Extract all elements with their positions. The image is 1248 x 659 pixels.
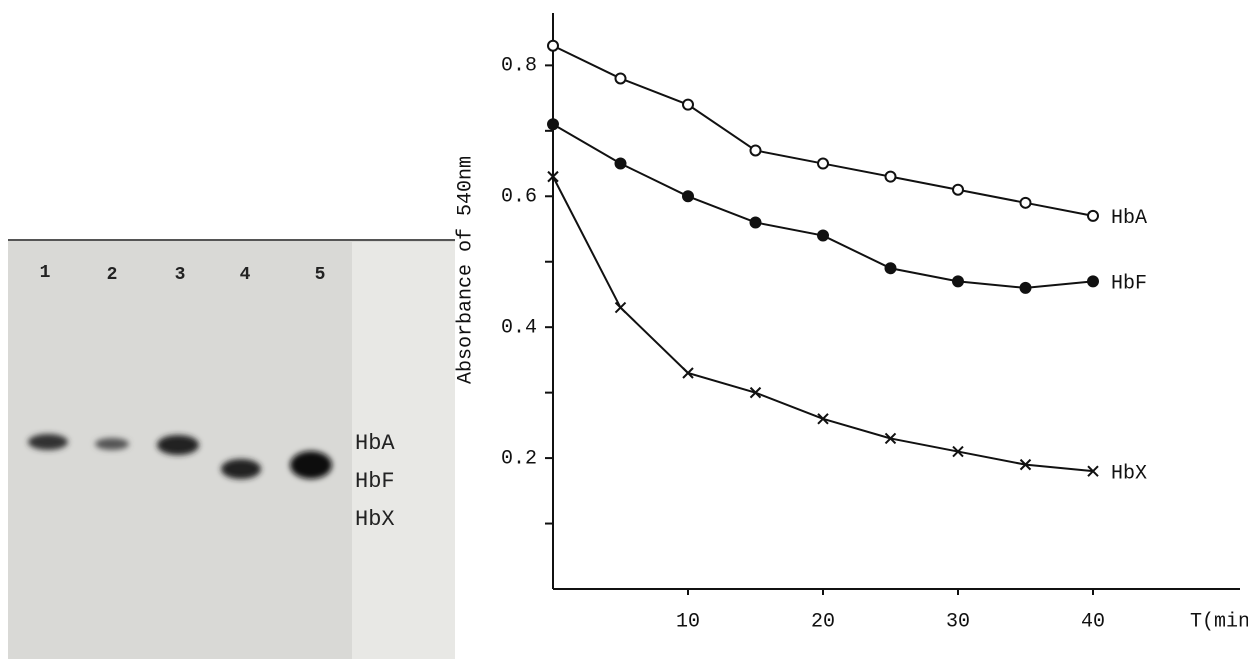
data-point [682, 190, 694, 203]
y-tick-label: 0.6 [501, 186, 537, 209]
data-point [817, 413, 829, 425]
data-point [884, 262, 897, 275]
lane-label: 2 [107, 265, 118, 285]
gel-band-spot [95, 438, 129, 450]
data-point [614, 301, 627, 314]
data-point [884, 170, 897, 183]
series-line [552, 44, 1094, 217]
data-point [547, 39, 559, 52]
data-point [952, 445, 964, 458]
data-point [952, 275, 964, 288]
x-tick-label: 10 [676, 610, 700, 633]
lane-label: 1 [40, 263, 51, 283]
data-point [749, 216, 762, 229]
data-point [682, 367, 694, 379]
gel-margin [352, 242, 455, 659]
data-point [1087, 465, 1099, 477]
data-point [1019, 281, 1032, 294]
data-point [817, 157, 829, 170]
band-label: HbA [355, 431, 395, 456]
series-label: HbX [1111, 462, 1147, 485]
y-tick-label: 0.2 [501, 447, 537, 470]
series-line [552, 176, 1094, 473]
data-point [614, 157, 627, 170]
series-label: HbF [1111, 273, 1147, 296]
gel-band-spot [157, 435, 199, 455]
x-tick-label: 40 [1081, 610, 1105, 633]
data-point [1087, 209, 1099, 222]
data-point [884, 432, 897, 445]
series-line [552, 123, 1094, 289]
y-tick-label: 0.8 [501, 55, 537, 78]
data-point [952, 183, 964, 196]
data-point [547, 118, 559, 131]
band-label: HbX [355, 507, 395, 532]
lane-label: 5 [315, 265, 326, 285]
data-point [1087, 275, 1099, 288]
gel-band-spot [290, 451, 332, 479]
data-point [1019, 196, 1032, 209]
data-point [614, 72, 627, 85]
gel-panel: 1 2 3 4 5 HbA HbF HbX [8, 239, 455, 659]
line-chart: Absorbance of 540nm 0.2 0.4 0.6 0.8 10 20 30 40… [454, 13, 1248, 633]
data-point [547, 170, 559, 183]
y-axis-label: Absorbance of 540nm [454, 156, 477, 384]
data-point [1019, 458, 1032, 471]
data-point [817, 229, 829, 242]
x-axis-label: T(min) [1190, 610, 1248, 633]
lane-label: 4 [240, 265, 251, 285]
lane-label: 3 [175, 265, 186, 285]
x-tick-label: 20 [811, 610, 835, 633]
series-label: HbA [1111, 207, 1147, 230]
y-tick-label: 0.4 [501, 316, 537, 339]
x-tick-label: 30 [946, 610, 970, 633]
gel-band-spot [221, 459, 261, 479]
band-label: HbF [355, 469, 395, 494]
gel-band-spot [28, 434, 68, 450]
data-point [749, 386, 762, 399]
data-point [749, 144, 762, 157]
data-point [682, 98, 694, 111]
